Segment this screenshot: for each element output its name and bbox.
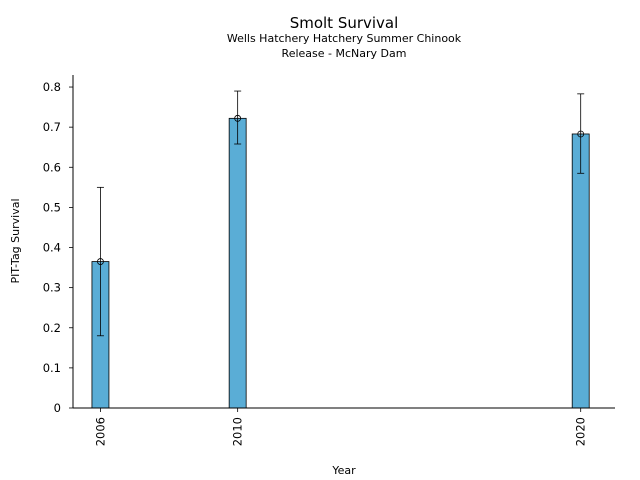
error-bars-layer <box>96 90 585 337</box>
x-ticks-layer: 2006 2010 2020 <box>93 408 588 446</box>
y-tick-label: 0.7 <box>43 120 61 134</box>
bar-2010 <box>228 117 247 409</box>
point-marker-2020 <box>577 130 585 138</box>
y-tick-label: 0.2 <box>43 321 61 335</box>
x-tick-label: 2010 <box>231 417 245 446</box>
chart-title: Smolt Survival <box>290 14 399 32</box>
y-tick-label: 0 <box>54 401 61 415</box>
point-marker-2006 <box>97 258 104 265</box>
point-marker-2010 <box>234 114 242 122</box>
x-tick-label: 2020 <box>574 417 588 446</box>
x-axis-label: Year <box>331 464 356 477</box>
chart-subtitle-line-2: Release - McNary Dam <box>282 47 407 60</box>
y-tick-label: 0.1 <box>43 361 61 375</box>
y-axis-label: PIT-Tag Survival <box>9 198 22 283</box>
y-tick-label: 0.5 <box>43 200 61 214</box>
y-ticks-layer: 0 0.1 0.2 0.3 0.4 0.5 0.6 0.7 0.8 <box>43 80 73 415</box>
y-tick-label: 0.4 <box>43 241 61 255</box>
y-tick-label: 0.8 <box>43 80 61 94</box>
bars-layer <box>91 117 590 409</box>
y-tick-label: 0.6 <box>43 160 61 174</box>
chart-subtitle-line-1: Wells Hatchery Hatchery Summer Chinook <box>227 32 462 45</box>
y-tick-label: 0.3 <box>43 281 61 295</box>
bar-2020 <box>571 133 590 409</box>
x-tick-label: 2006 <box>93 417 107 446</box>
